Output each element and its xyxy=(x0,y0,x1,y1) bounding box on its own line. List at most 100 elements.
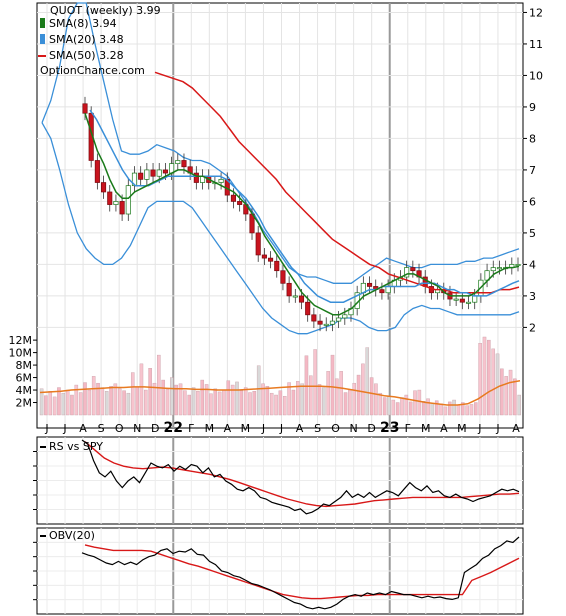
x-ticks: J J A S O N D 22 F M A M J J A S O N D 23 F M A M J J A xyxy=(44,420,520,436)
candle-body xyxy=(119,201,125,215)
x-tick-label: M xyxy=(421,422,431,435)
volume-bar xyxy=(183,390,187,416)
candle-body xyxy=(274,260,280,272)
volume-bar xyxy=(187,394,191,416)
volume-bar xyxy=(144,389,148,416)
volume-bar xyxy=(78,392,83,416)
x-tick-label: F xyxy=(405,422,411,435)
x-tick-label: A xyxy=(79,422,87,435)
y-tick-label: 11 xyxy=(529,38,543,51)
candle-body xyxy=(181,160,187,168)
bb-upper-line xyxy=(41,2,520,284)
y-tick-label: 7 xyxy=(529,164,536,177)
y-tick-label: 10 xyxy=(529,69,543,82)
volume-bar xyxy=(243,387,248,416)
x-tick-label: J xyxy=(44,422,48,435)
volume-bar xyxy=(434,400,439,416)
volume-bar xyxy=(44,395,48,416)
vol-tick-label: 12M xyxy=(9,334,33,347)
volume-bar xyxy=(352,382,356,416)
vol-tick-label: 10M xyxy=(9,347,33,360)
candle-body xyxy=(465,301,472,304)
volume-bar xyxy=(113,383,118,416)
volume-bar xyxy=(378,392,383,416)
volume-bar xyxy=(447,401,452,416)
volume-bar xyxy=(139,363,144,416)
obv-grid xyxy=(33,528,523,614)
volume-bar xyxy=(282,396,287,416)
volume-bar xyxy=(400,397,404,416)
volume-bar xyxy=(304,355,309,416)
x-tick-label: O xyxy=(331,422,340,435)
volume-bar xyxy=(413,390,417,416)
x-tick-label: J xyxy=(477,422,481,435)
rs-lines xyxy=(81,439,520,515)
y-tick-label: 2 xyxy=(529,321,536,334)
candle-body xyxy=(311,314,317,322)
volume-bar xyxy=(226,380,231,416)
volume-bar xyxy=(91,376,96,416)
candle-body xyxy=(292,295,298,298)
volume-bar xyxy=(126,392,131,416)
volume-bar xyxy=(239,390,244,416)
volume-bar xyxy=(100,387,105,416)
candle-body xyxy=(286,282,292,297)
volume-bar xyxy=(369,377,374,416)
x-tick-label: M xyxy=(205,422,215,435)
volume-bar xyxy=(269,392,274,416)
candle-body xyxy=(366,282,373,287)
x-tick-label: D xyxy=(367,422,375,435)
sma20-line xyxy=(89,109,520,303)
volume-bar xyxy=(209,393,213,416)
volume-bar xyxy=(474,402,478,416)
volume-sma-line xyxy=(39,379,521,406)
y-tick-label: 6 xyxy=(529,195,536,208)
volume-bar xyxy=(104,391,109,416)
obv-line xyxy=(81,536,520,610)
bb-lower-line xyxy=(41,122,520,335)
x-tick-label: S xyxy=(98,422,105,435)
volume-bar xyxy=(374,383,378,416)
volume-bar xyxy=(443,406,448,416)
volume-bar xyxy=(309,375,313,416)
candle-body xyxy=(237,201,243,205)
x-tick-label: J xyxy=(261,422,265,435)
x-tick-label: O xyxy=(115,422,124,435)
volume-bar xyxy=(235,381,239,416)
volume-bar xyxy=(287,382,291,416)
candle-body xyxy=(162,169,168,174)
x-tick-label: N xyxy=(350,422,358,435)
candle-body xyxy=(218,179,224,183)
volume-bar xyxy=(495,353,500,416)
obv-legend: OBV(20) xyxy=(49,529,95,542)
volume-bar xyxy=(339,371,343,416)
volume-bar xyxy=(452,399,456,416)
volume-bar xyxy=(252,391,257,416)
volume-bar xyxy=(83,382,87,416)
candle-body xyxy=(385,286,391,294)
volume-bar xyxy=(421,401,426,416)
candle-body xyxy=(379,289,385,294)
volume-bar xyxy=(513,378,517,416)
volume-bar xyxy=(65,389,70,416)
x-tick-label: 23 xyxy=(380,420,399,436)
vol-tick-label: 4M xyxy=(16,384,33,397)
volume-bar xyxy=(365,347,370,416)
rs-grid xyxy=(33,437,523,524)
volume-bar xyxy=(295,381,300,416)
x-tick-label: 22 xyxy=(164,420,183,436)
obv-lines xyxy=(81,536,520,610)
volume-bar xyxy=(157,354,161,416)
volume-bar xyxy=(465,405,469,416)
x-tick-label: N xyxy=(133,422,141,435)
volume-bar xyxy=(300,383,304,416)
x-tick-label: J xyxy=(495,422,499,435)
candle-body xyxy=(150,169,156,177)
volume-bar xyxy=(48,391,53,416)
x-tick-label: M xyxy=(457,422,467,435)
legend-sma20: SMA(20) 3.48 xyxy=(49,33,124,46)
candle-body xyxy=(138,172,144,180)
y-tick-label: 5 xyxy=(529,227,536,240)
volume-bar xyxy=(291,389,296,416)
